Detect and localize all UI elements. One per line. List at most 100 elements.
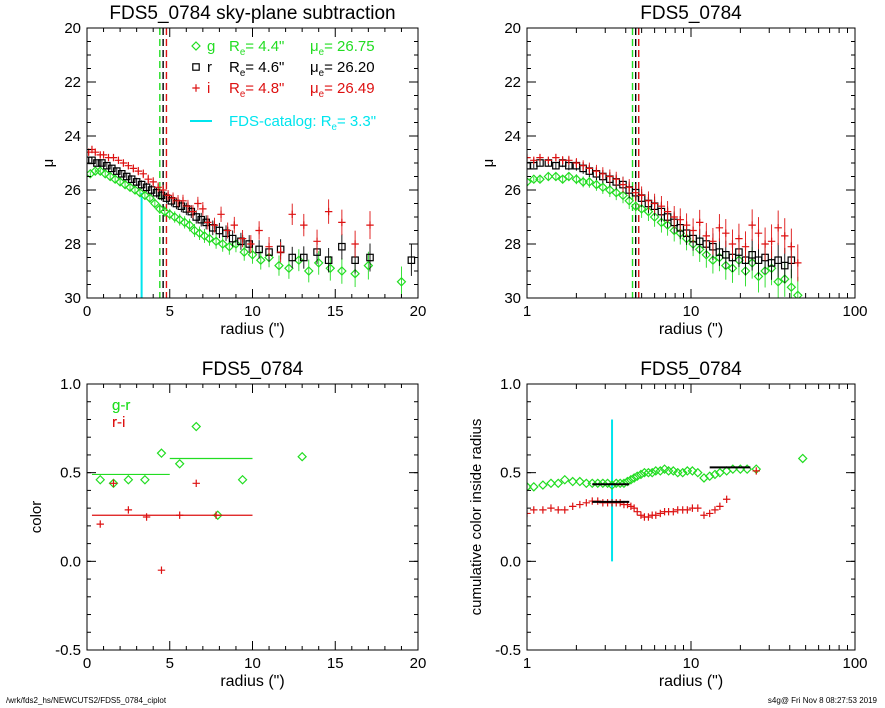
data-point [557,174,568,185]
footer-timestamp: s4g@ Fri Nov 8 08:27:53 2019 [767,696,877,705]
legend-mu-i: μe= 26.49 [310,80,375,100]
data-point [324,256,333,265]
data-point [709,237,717,245]
x-tick-label: 1 [523,655,531,672]
x-tick-label: 100 [842,303,867,320]
data-point [571,174,582,185]
data-point [105,171,116,182]
x-axis-label: radius (") [659,321,723,338]
data-point [579,162,587,170]
y-tick-label: 26 [64,182,81,199]
x-tick-label: 100 [842,655,867,672]
data-point [142,513,151,521]
x-tick-label: 5 [166,655,174,672]
data-point [728,240,737,248]
y-tick-label: 30 [64,290,81,307]
data-point [687,466,698,476]
data-point [650,199,659,208]
data-point [636,204,647,214]
data-point [618,190,628,201]
legend-g-r: g-r [112,397,130,414]
data-point [637,511,645,519]
data-point [761,240,769,248]
data-point [366,221,374,229]
data-point [574,476,585,487]
chart-title: FDS5_0784 [640,3,742,24]
data-point [95,166,106,176]
data-point [194,199,202,208]
data-point [612,175,620,183]
data-point [624,195,635,206]
data-point [247,249,258,260]
data-point [561,506,569,514]
x-tick-label: 10 [244,303,261,320]
x-tick-label: 0 [83,655,91,672]
data-point [781,232,789,240]
data-point [735,234,743,243]
y-tick-label: 22 [504,74,521,91]
x-axis-label: radius (") [220,321,284,338]
data-point [535,174,545,185]
data-point [247,240,255,248]
data-point [223,226,232,235]
data-point [554,506,562,514]
data-point [592,167,601,175]
y-tick-label: 20 [504,20,521,37]
data-point [720,260,731,271]
data-point [694,504,702,512]
data-point [93,159,101,167]
chart-title: FDS5_0784 [202,359,304,380]
y-tick-label: -0.5 [495,642,521,659]
data-point [255,255,266,266]
series-r [87,156,416,276]
chart-title: FDS5_0784 [640,359,742,380]
data-point [760,266,770,276]
data-point [149,178,157,186]
data-point [119,159,128,167]
y-tick-label: -0.5 [55,642,81,659]
data-point [189,225,200,236]
data-point [230,221,238,229]
data-point [129,164,138,173]
data-point [199,205,207,213]
legend-g-r: g-r [112,397,130,414]
data-point [572,159,581,167]
legend-band-r: r [207,59,212,76]
data-point [625,183,633,191]
legend: g Re= 4.4" μe= 26.75 r Re= 4.6" μe= 26.20 i Re=… [190,38,376,133]
data-point [191,421,202,432]
x-axis: 0 5 10 15 20 radius (") [83,28,426,338]
data-point [274,260,284,271]
data-point [602,478,613,489]
data-point [636,469,646,480]
data-point [539,506,547,514]
data-point [199,231,210,241]
x-axis-label: radius (") [220,673,284,690]
data-point [741,243,750,251]
y-tick-label: 0.0 [60,553,81,570]
chart-panel-4: 1 10 100 radius (") -0.5 0.0 0.5 1.0 cumulative … [112,359,868,690]
data-point [722,495,731,503]
data-point [647,467,658,478]
data-point [633,507,641,516]
data-point [786,282,797,293]
x-tick-label: 1 [523,303,531,320]
data-point [255,226,263,235]
data-point [676,216,684,224]
data-point [154,204,165,214]
y-axis: -0.5 0.0 0.5 1.0 color [28,376,418,659]
data-point [313,237,321,245]
plot-frame [86,383,419,651]
data-point [204,233,215,244]
data-point [585,164,594,173]
x-tick-label: 15 [327,303,344,320]
data-point [708,255,718,266]
data-point [297,451,307,462]
data-point [576,500,584,509]
data-point [558,156,567,164]
legend-marker-i [192,84,200,92]
data-point [611,187,622,198]
data-point [276,248,285,256]
x-axis: 1 10 100 radius (") [523,28,868,338]
x-axis-label: radius (") [659,673,723,690]
